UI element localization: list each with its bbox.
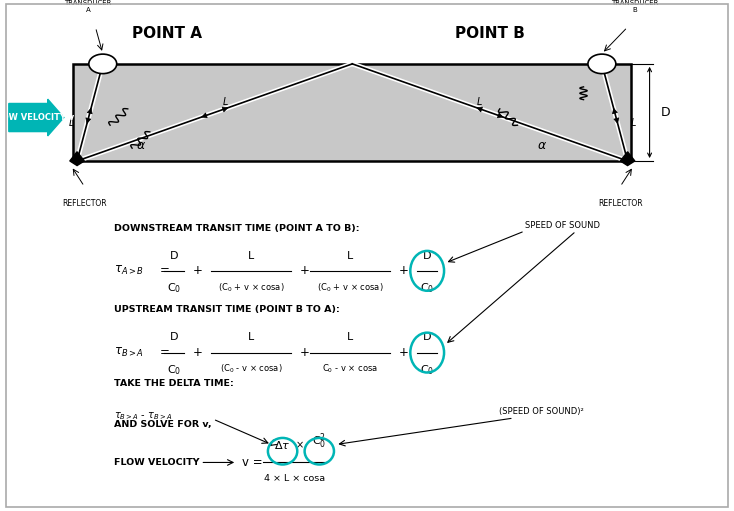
Text: FLOW VELOCITY: FLOW VELOCITY xyxy=(114,458,199,467)
Bar xyxy=(73,64,631,161)
Text: +: + xyxy=(299,264,309,277)
Text: SPEED OF SOUND: SPEED OF SOUND xyxy=(525,221,600,230)
Text: DOWNSTREAM TRANSIT TIME (POINT A TO B):: DOWNSTREAM TRANSIT TIME (POINT A TO B): xyxy=(114,223,359,233)
Text: =: = xyxy=(159,346,169,359)
Polygon shape xyxy=(620,152,635,166)
Text: 4 × L × cosa: 4 × L × cosa xyxy=(264,474,325,483)
Text: v =: v = xyxy=(242,456,263,469)
Text: +: + xyxy=(192,346,202,359)
Text: (C$_0$ + v × cosa): (C$_0$ + v × cosa) xyxy=(317,281,383,293)
Text: L: L xyxy=(476,97,482,107)
Text: UPSTREAM TRANSIT TIME (POINT B TO A):: UPSTREAM TRANSIT TIME (POINT B TO A): xyxy=(114,305,340,314)
Text: PIEZO
TRANSDUCER
B: PIEZO TRANSDUCER B xyxy=(611,0,658,13)
Text: L: L xyxy=(223,97,228,107)
Text: POINT A: POINT A xyxy=(132,26,202,41)
Text: C$_0$ - v × cosa: C$_0$ - v × cosa xyxy=(322,363,378,375)
Text: FLOW VELOCITY v: FLOW VELOCITY v xyxy=(0,113,74,122)
Text: L: L xyxy=(347,250,353,261)
Text: +: + xyxy=(299,346,309,359)
Text: +: + xyxy=(192,264,202,277)
Text: $\tau_{B > A}$: $\tau_{B > A}$ xyxy=(114,346,144,359)
Text: (SPEED OF SOUND)²: (SPEED OF SOUND)² xyxy=(499,407,584,416)
Text: L: L xyxy=(248,332,254,342)
Text: D: D xyxy=(423,250,432,261)
Text: PIEZO
TRANSDUCER
A: PIEZO TRANSDUCER A xyxy=(65,0,112,13)
Text: C$_0$: C$_0$ xyxy=(167,281,181,295)
Text: D: D xyxy=(170,332,178,342)
Text: TAKE THE DELTA TIME:: TAKE THE DELTA TIME: xyxy=(114,379,233,388)
Text: C$_0$: C$_0$ xyxy=(420,363,435,377)
Text: (C$_0$ + v × cosa): (C$_0$ + v × cosa) xyxy=(218,281,284,293)
Text: C$_0$: C$_0$ xyxy=(420,281,435,295)
Text: POINT B: POINT B xyxy=(455,26,525,41)
Text: REFLECTOR: REFLECTOR xyxy=(598,199,642,208)
Ellipse shape xyxy=(89,54,117,74)
Text: L: L xyxy=(69,118,74,128)
Text: +: + xyxy=(399,264,408,277)
Text: C$_0$: C$_0$ xyxy=(167,363,181,377)
Text: (C$_0$ - v × cosa): (C$_0$ - v × cosa) xyxy=(219,363,283,375)
Text: +: + xyxy=(399,346,408,359)
Text: D: D xyxy=(423,332,432,342)
Ellipse shape xyxy=(588,54,616,74)
Text: REFLECTOR: REFLECTOR xyxy=(62,199,106,208)
Text: L: L xyxy=(248,250,254,261)
Text: $\alpha$: $\alpha$ xyxy=(136,139,146,152)
Text: $\alpha$: $\alpha$ xyxy=(537,139,547,152)
Text: =: = xyxy=(159,264,169,277)
Text: $\tau_{B > A}$ - $\tau_{B > A}$: $\tau_{B > A}$ - $\tau_{B > A}$ xyxy=(114,410,172,423)
Text: D: D xyxy=(170,250,178,261)
Text: $\tau_{A > B}$: $\tau_{A > B}$ xyxy=(114,264,144,277)
Text: C$_0^2$: C$_0^2$ xyxy=(312,431,327,451)
Text: L: L xyxy=(631,118,636,128)
Text: AND SOLVE FOR v,: AND SOLVE FOR v, xyxy=(114,420,211,429)
FancyArrow shape xyxy=(9,99,64,136)
Text: $\times$: $\times$ xyxy=(295,440,304,451)
Text: L: L xyxy=(347,332,353,342)
Text: D: D xyxy=(661,106,670,119)
Text: $\Delta\tau$: $\Delta\tau$ xyxy=(275,439,291,451)
Polygon shape xyxy=(70,152,84,166)
